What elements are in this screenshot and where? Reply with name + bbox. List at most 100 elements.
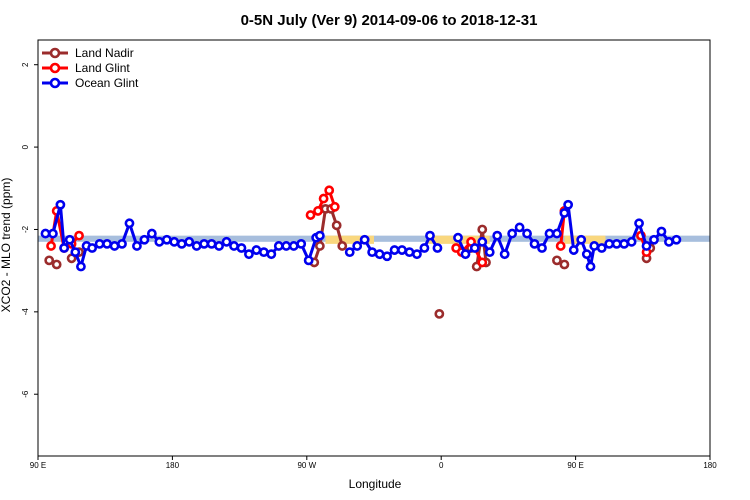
data-point <box>634 218 644 229</box>
data-point <box>552 228 562 239</box>
data-point <box>641 241 652 251</box>
y-tick-label: -6 <box>21 390 30 398</box>
data-point <box>296 238 307 249</box>
data-point <box>64 234 75 245</box>
data-point <box>568 245 579 255</box>
x-tick-label: 90 W <box>297 461 316 470</box>
data-point <box>251 245 262 255</box>
data-point <box>469 243 480 253</box>
data-point <box>382 251 392 262</box>
data-point <box>244 249 254 260</box>
data-point <box>44 255 55 266</box>
data-point <box>51 259 62 270</box>
data-point <box>48 228 58 239</box>
data-point <box>313 206 323 216</box>
x-axis: 90 E 180 90 W 0 90 E 180 <box>30 456 717 470</box>
data-point <box>314 230 325 241</box>
data-point <box>460 249 471 260</box>
data-point <box>94 238 105 249</box>
y-tick-label: -2 <box>21 225 30 233</box>
data-point <box>191 241 202 251</box>
data-point <box>404 247 415 258</box>
data-point <box>117 238 127 249</box>
data-point <box>236 243 247 253</box>
data-point <box>397 245 407 255</box>
y-axis: 2 0 -2 -4 -6 <box>21 62 38 398</box>
data-point <box>109 241 120 251</box>
data-point <box>596 243 607 253</box>
data-point <box>305 210 316 220</box>
data-point <box>352 241 363 251</box>
data-point <box>169 236 180 247</box>
data-point <box>619 238 630 249</box>
data-point <box>87 243 98 253</box>
data-point <box>206 238 217 249</box>
data-point <box>55 199 66 210</box>
data-point <box>604 238 615 249</box>
data-point <box>432 243 443 253</box>
legend-marker <box>49 62 61 74</box>
data-point <box>585 261 596 272</box>
data-point <box>318 193 329 204</box>
trend-band-1 <box>325 235 374 244</box>
y-tick-label: 0 <box>21 144 30 149</box>
legend-marker <box>49 77 61 89</box>
trend-band-2 <box>428 235 457 244</box>
data-point <box>514 222 525 233</box>
data-point <box>589 241 600 251</box>
data-point <box>331 220 342 231</box>
series-layer <box>40 185 682 319</box>
data-point <box>281 241 292 251</box>
data-point <box>46 241 56 251</box>
x-tick-label: 180 <box>703 461 717 470</box>
x-axis-label: Longitude <box>349 477 402 491</box>
data-point <box>425 230 435 241</box>
data-point <box>258 247 269 258</box>
data-point <box>176 238 187 249</box>
data-point <box>555 241 566 251</box>
data-point <box>664 236 674 247</box>
data-point <box>146 228 157 239</box>
data-point <box>76 261 86 272</box>
legend-marker <box>49 47 61 59</box>
data-point <box>477 224 488 235</box>
data-point <box>288 241 299 251</box>
data-point <box>649 234 659 245</box>
data-point <box>154 236 165 247</box>
data-point <box>484 247 495 258</box>
data-point <box>522 228 532 239</box>
data-point <box>367 247 378 258</box>
legend-label-ocean-glint: Ocean Glint <box>75 76 139 90</box>
data-point <box>537 243 547 253</box>
data-point <box>303 255 314 266</box>
data-point <box>626 236 637 247</box>
data-point <box>359 234 370 245</box>
data-point <box>576 234 587 245</box>
data-point <box>324 185 335 196</box>
data-point <box>124 218 135 229</box>
data-point <box>266 249 277 260</box>
data-point <box>184 236 195 247</box>
series-land-nadir <box>44 203 656 319</box>
data-point <box>412 249 422 260</box>
data-point <box>229 241 239 251</box>
data-point <box>102 238 112 249</box>
data-point <box>374 249 385 260</box>
data-point <box>507 228 518 239</box>
data-point <box>559 259 570 270</box>
series-ocean-glint <box>40 199 682 272</box>
data-point <box>344 247 355 258</box>
data-point <box>314 241 325 251</box>
data-point <box>199 238 210 249</box>
y-tick-label: -4 <box>21 308 30 316</box>
data-point <box>581 249 592 260</box>
data-point <box>552 255 562 266</box>
x-tick-label: 0 <box>439 461 444 470</box>
data-point <box>434 309 445 319</box>
data-point <box>544 228 555 239</box>
data-point <box>492 230 503 241</box>
data-point <box>329 201 340 212</box>
data-point <box>671 234 682 245</box>
